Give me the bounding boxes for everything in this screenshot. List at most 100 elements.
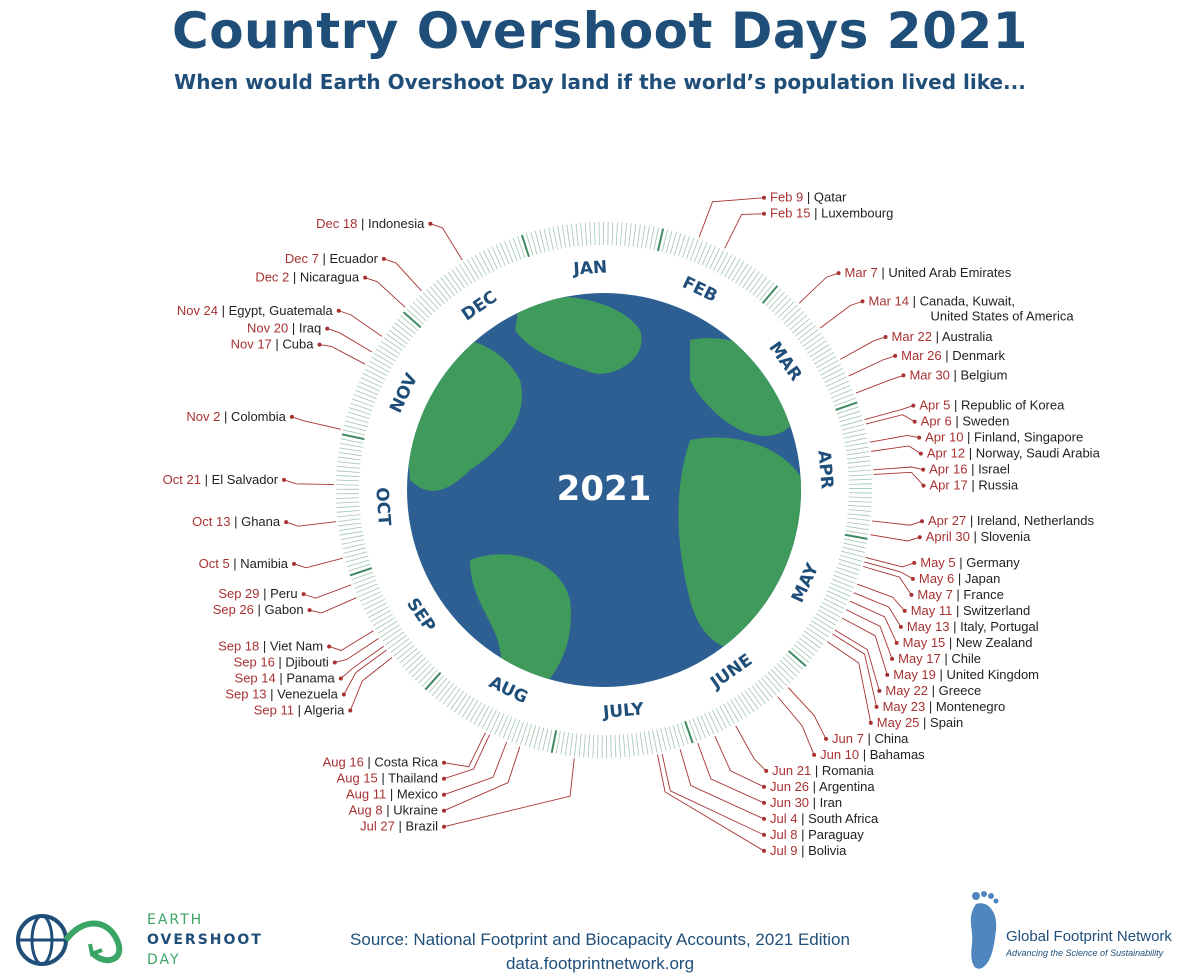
day-tick (356, 584, 377, 593)
leader-dot (913, 420, 917, 424)
day-tick (846, 452, 869, 455)
day-tick (367, 365, 387, 376)
day-tick (552, 730, 556, 753)
leader-dot (442, 809, 446, 813)
day-tick (755, 683, 769, 701)
day-tick (710, 248, 720, 269)
day-tick (341, 535, 364, 539)
label-country: Iran (820, 795, 842, 810)
day-tick (486, 710, 496, 731)
leader-line (327, 329, 372, 352)
leader-dot (442, 777, 446, 781)
day-tick (466, 700, 478, 720)
day-tick (456, 267, 469, 286)
label-date: May 15 (903, 635, 946, 650)
day-tick (496, 245, 505, 266)
leader-line (870, 535, 919, 541)
day-tick (371, 610, 391, 621)
label-separator: | (952, 414, 963, 429)
label-separator: | (941, 651, 952, 666)
month-label-june: JUNE (706, 650, 756, 693)
day-tick (701, 715, 710, 736)
label-date: Sep 29 (218, 586, 259, 601)
label-country: Brazil (405, 819, 438, 834)
earth-overshoot-day-logo: EARTH OVERSHOOT DAY (12, 908, 292, 974)
country-label: Feb 15 | Luxembourg (770, 206, 893, 221)
day-tick (565, 732, 568, 755)
day-tick (713, 250, 723, 271)
label-separator: | (803, 190, 814, 205)
label-separator: | (288, 321, 299, 336)
day-tick (814, 352, 834, 364)
label-country: Colombia (231, 409, 287, 424)
label-country: Russia (978, 478, 1019, 493)
label-country: Japan (965, 571, 1000, 586)
day-tick (475, 255, 486, 275)
label-country: South Africa (808, 811, 879, 826)
label-country: Ecuador (330, 251, 379, 266)
label-separator: | (294, 702, 304, 717)
label-country: Cuba (282, 337, 314, 352)
label-date: Mar 14 (869, 293, 909, 308)
label-country: Ukraine (393, 803, 438, 818)
day-tick (336, 502, 359, 503)
source-url[interactable]: data.footprintnetwork.org (250, 952, 950, 976)
day-tick (809, 624, 828, 637)
day-tick (706, 246, 716, 267)
day-tick (842, 425, 864, 431)
label-date: Dec 2 (255, 270, 289, 285)
label-separator: | (953, 587, 964, 602)
leader-line (865, 557, 914, 566)
label-country: Nicaragua (300, 270, 360, 285)
leader-dot (917, 436, 921, 440)
label-separator: | (319, 251, 330, 266)
label-separator: | (954, 571, 965, 586)
day-tick (708, 712, 718, 733)
label-date: Feb 9 (770, 190, 803, 205)
country-label: Jun 30 | Iran (770, 795, 842, 810)
label-country: Egypt, Guatemala (229, 303, 334, 318)
day-tick (341, 439, 364, 443)
day-tick (716, 708, 727, 728)
country-label: Nov 24 | Egypt, Guatemala (177, 303, 334, 318)
leader-line (292, 417, 341, 430)
country-label: Oct 5 | Namibia (199, 556, 289, 571)
day-tick (822, 368, 842, 378)
label-separator: | (378, 771, 388, 786)
day-tick (720, 706, 731, 726)
label-date: Jul 27 (360, 819, 395, 834)
day-tick (579, 734, 581, 757)
day-tick (612, 222, 613, 245)
day-tick (361, 378, 382, 388)
day-tick (584, 734, 586, 757)
country-label: Mar 14 | Canada, Kuwait, (869, 293, 1015, 308)
day-tick (547, 729, 552, 751)
day-tick (381, 341, 400, 354)
label-date: Sep 11 (254, 702, 294, 717)
label-date: Jun 21 (772, 763, 811, 778)
label-date: Aug 11 (346, 787, 386, 802)
day-tick (384, 338, 403, 351)
day-tick (581, 223, 583, 246)
label-country: Viet Nam (270, 638, 323, 653)
day-tick (637, 224, 640, 247)
day-tick (849, 484, 872, 485)
day-tick (395, 323, 413, 337)
globe-infinity-icon (12, 908, 142, 972)
day-tick (849, 475, 872, 476)
day-tick (556, 731, 560, 754)
day-tick (728, 259, 740, 279)
label-date: Apr 5 (919, 398, 950, 413)
day-tick (459, 264, 471, 283)
day-tick (657, 729, 662, 751)
country-label: April 30 | Slovenia (926, 529, 1031, 544)
leader-line (284, 480, 334, 485)
day-tick (814, 617, 834, 629)
label-separator: | (810, 206, 821, 221)
day-tick (492, 247, 502, 268)
label-country: Bolivia (808, 843, 847, 858)
country-label: May 7 | France (917, 587, 1003, 602)
day-tick (848, 461, 871, 464)
day-tick (661, 728, 666, 750)
